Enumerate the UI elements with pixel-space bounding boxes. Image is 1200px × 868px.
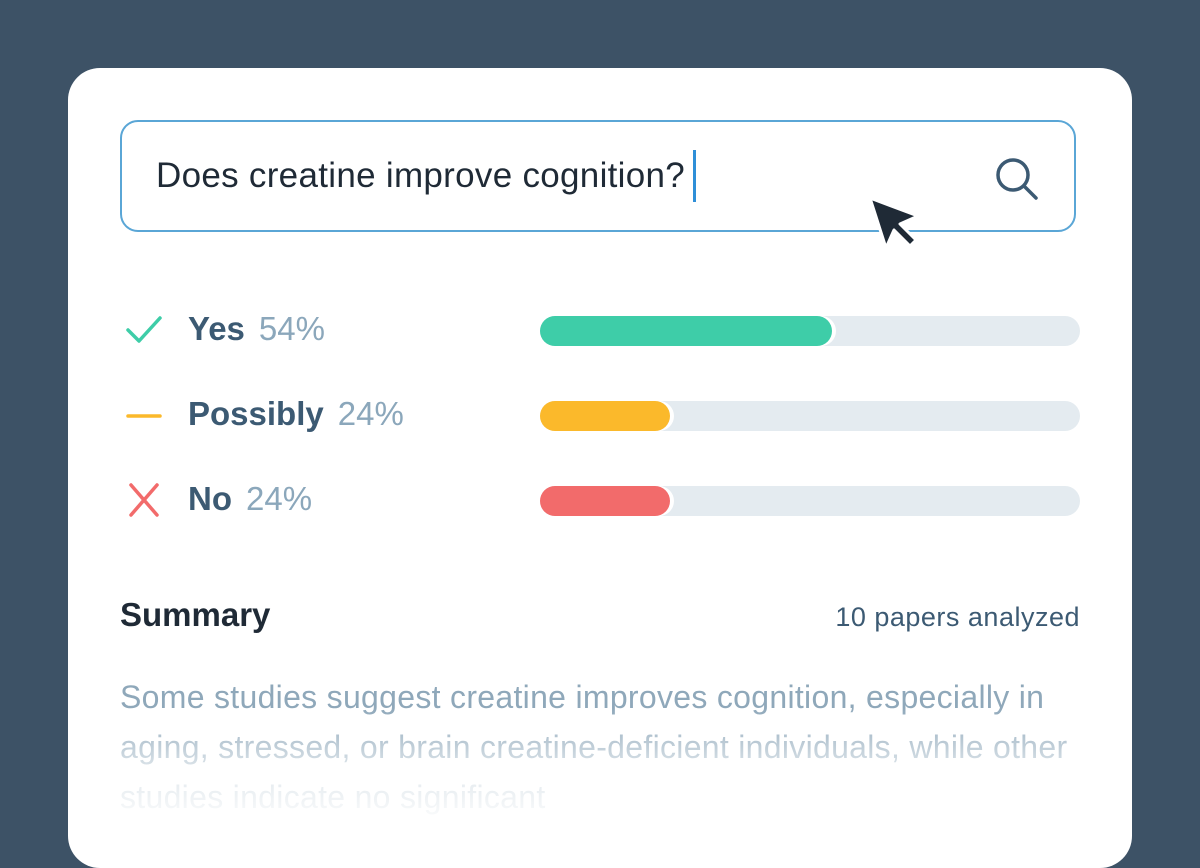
result-percent: 24% bbox=[337, 395, 404, 432]
text-fade-overlay bbox=[68, 708, 1132, 828]
papers-analyzed-count: 10 papers analyzed bbox=[835, 602, 1080, 632]
result-label: No bbox=[188, 480, 232, 517]
search-icon[interactable] bbox=[994, 156, 1040, 202]
result-percent: 24% bbox=[246, 480, 313, 517]
search-input[interactable]: Does creatine improve cognition? bbox=[156, 150, 697, 202]
dash-icon bbox=[126, 414, 162, 418]
result-bar-fill bbox=[540, 316, 832, 346]
result-bar bbox=[540, 486, 1080, 516]
result-label: Yes bbox=[188, 310, 245, 347]
search-query: Does creatine improve cognition? bbox=[156, 156, 686, 195]
result-bar bbox=[540, 316, 1080, 346]
result-bar bbox=[540, 401, 1080, 431]
summary-title: Summary bbox=[120, 596, 271, 633]
result-row-possibly: Possibly 24% bbox=[120, 395, 1080, 435]
result-label: Possibly bbox=[188, 395, 324, 432]
text-caret bbox=[693, 150, 697, 202]
results-card: Does creatine improve cognition? Yes 54% … bbox=[68, 68, 1132, 868]
mouse-pointer-icon bbox=[868, 196, 920, 250]
result-row-yes: Yes 54% bbox=[120, 310, 1080, 350]
result-row-no: No 24% bbox=[120, 480, 1080, 520]
result-bar-fill bbox=[540, 486, 670, 516]
result-bar-fill bbox=[540, 401, 670, 431]
check-icon bbox=[126, 316, 162, 343]
search-box[interactable]: Does creatine improve cognition? bbox=[120, 120, 1076, 232]
result-percent: 54% bbox=[258, 310, 325, 347]
cross-icon bbox=[129, 483, 159, 517]
